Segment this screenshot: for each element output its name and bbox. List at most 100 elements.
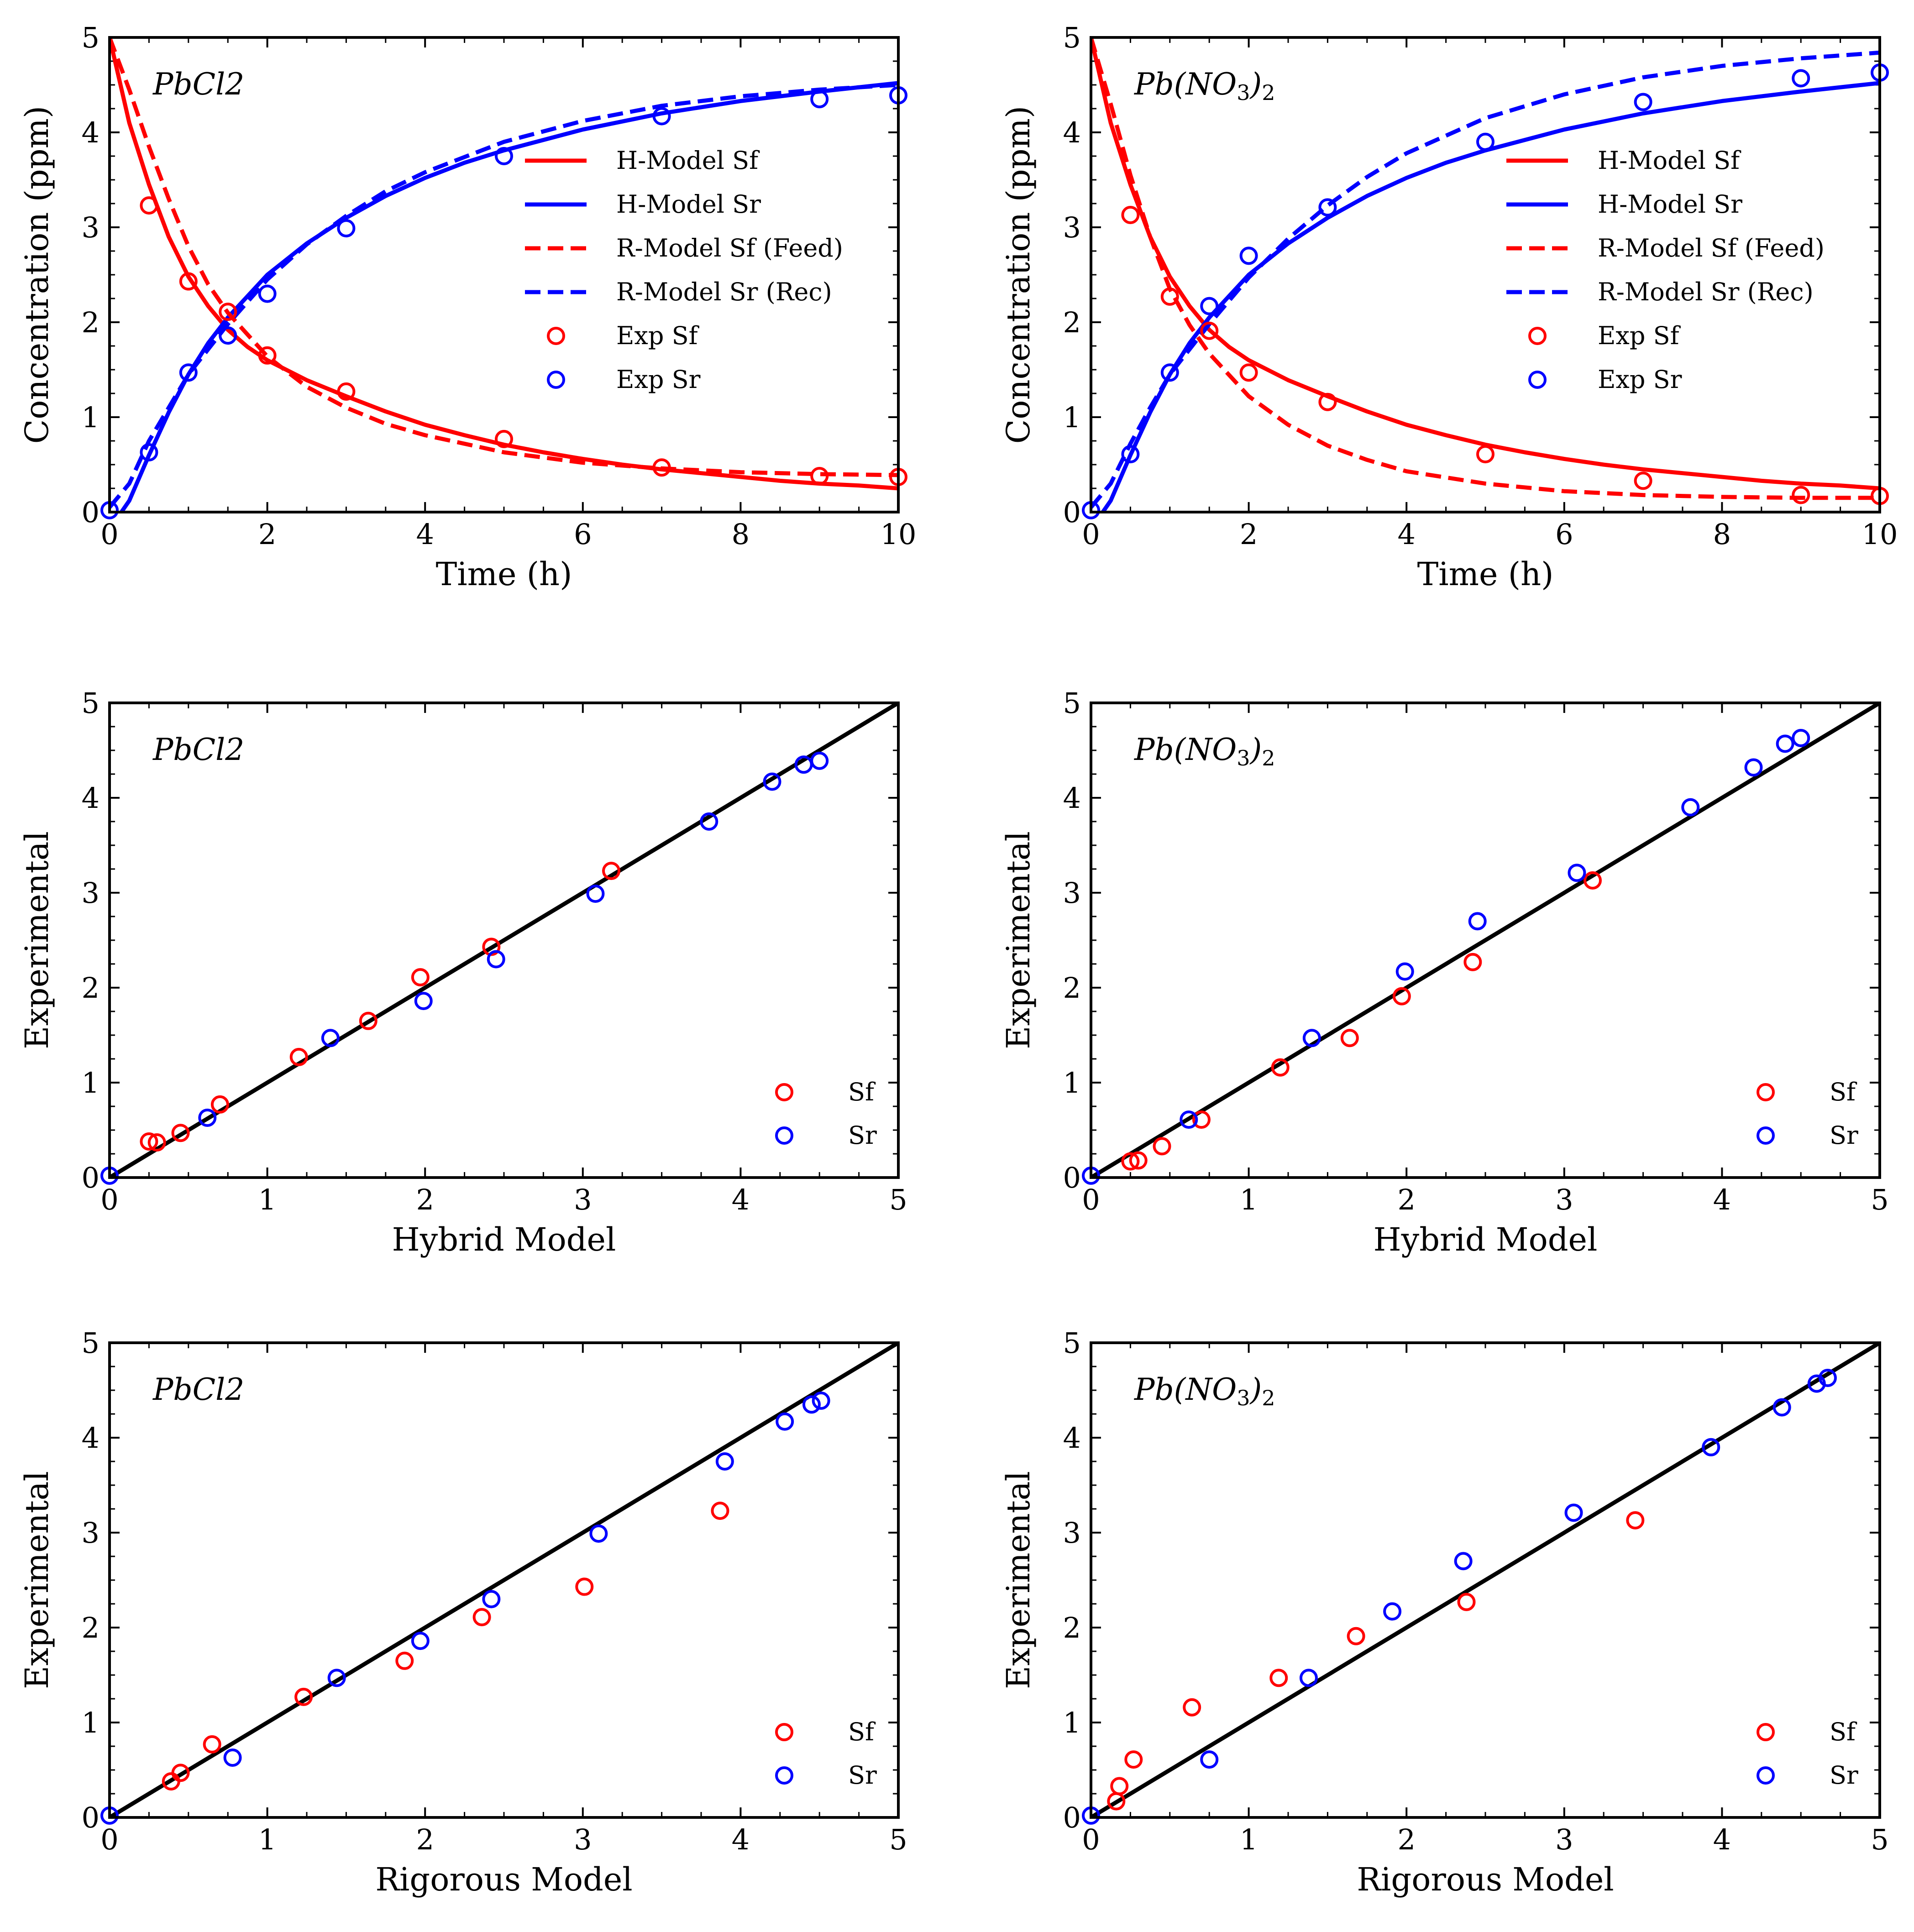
x-tick-label: 0	[1082, 1183, 1100, 1216]
y-tick-label: 2	[1063, 306, 1081, 339]
legend-marker	[1757, 1723, 1775, 1741]
data-point-sr	[1454, 1552, 1473, 1571]
y-tick-label: 0	[82, 1801, 100, 1834]
chart-panel-pbcl2_time: 0 2 4 6 8 10 0 1 2 3 4 5 Time (h) Concentration (ppm)…	[18, 21, 916, 593]
x-tick-label: 6	[1555, 518, 1573, 551]
data-point-sf	[289, 1047, 308, 1066]
y-tick-label: 2	[82, 1611, 100, 1644]
legend-label: Sr	[1830, 1761, 1858, 1790]
data-point-exp-sf	[1318, 393, 1337, 411]
legend-label: Sr	[1830, 1121, 1858, 1150]
data-point-exp-sf	[219, 303, 237, 321]
legend-marker	[775, 1766, 793, 1785]
x-tick-label: 8	[1713, 518, 1731, 551]
parity-line	[1091, 703, 1880, 1178]
data-point-sf	[203, 1735, 221, 1754]
x-tick-label: 6	[574, 518, 592, 551]
data-point-exp-sr	[1792, 69, 1810, 88]
legend-marker	[775, 1083, 793, 1101]
legend-marker	[547, 371, 565, 389]
y-axis-label: Experimental	[1000, 1471, 1037, 1689]
data-point-sr	[763, 772, 781, 791]
plot-area	[110, 703, 898, 1178]
data-point-exp-sf	[1476, 445, 1494, 464]
data-point-sr	[1564, 1503, 1583, 1522]
data-point-exp-sf	[140, 196, 158, 215]
y-axis-label: Experimental	[18, 1471, 56, 1689]
y-tick-label: 3	[1063, 1516, 1081, 1550]
panel-title: Pb(NO3)2	[1134, 67, 1275, 105]
x-tick-label: 2	[416, 1823, 434, 1856]
plot-area	[110, 1343, 898, 1817]
data-point-sr	[321, 1029, 340, 1047]
x-tick-label: 0	[100, 1823, 118, 1856]
parity-line	[110, 1343, 898, 1817]
panel-title: PbCl2	[152, 1372, 244, 1407]
chart-panel-pbno3_rigorous: 0 1 2 3 4 5 0 1 2 3 4 5 Rigorous Model Experimental Pb…	[1000, 1326, 1889, 1898]
y-tick-label: 1	[82, 1706, 100, 1739]
legend-label: Sf	[848, 1078, 876, 1106]
legend-marker	[1528, 371, 1547, 389]
legend-label: Sf	[1830, 1078, 1857, 1106]
y-tick-label: 5	[82, 1326, 100, 1360]
x-tick-label: 4	[1713, 1823, 1731, 1856]
data-point-sr	[1468, 912, 1487, 931]
data-point-exp-sf	[1200, 321, 1219, 340]
legend-label: R-Model Sr (Rec)	[1598, 277, 1814, 306]
parity-line	[110, 703, 898, 1178]
x-tick-label: 5	[889, 1183, 907, 1216]
x-tick-label: 5	[889, 1823, 907, 1856]
x-axis-label: Time (h)	[1417, 555, 1554, 593]
legend-marker	[1757, 1126, 1775, 1145]
data-point-sf	[171, 1124, 190, 1142]
legend-label: Sr	[848, 1121, 877, 1150]
data-point-sr	[1744, 758, 1763, 777]
data-point-exp-sf	[495, 429, 513, 448]
x-axis-label: Time (h)	[436, 555, 572, 593]
plot-frame	[108, 1341, 900, 1819]
data-point-sf	[1271, 1058, 1290, 1077]
data-point-sr	[223, 1748, 242, 1767]
data-point-sr	[1818, 1368, 1837, 1387]
data-point-sr	[198, 1108, 217, 1127]
parity-line	[1091, 1343, 1880, 1817]
y-tick-label: 1	[1063, 1706, 1081, 1739]
x-tick-label: 4	[1397, 518, 1415, 551]
data-point-sf	[472, 1608, 491, 1627]
chart-panel-pbcl2_rigorous: 0 1 2 3 4 5 0 1 2 3 4 5 Rigorous Model Experimental Pb…	[18, 1326, 907, 1898]
data-point-exp-sr	[1160, 363, 1179, 382]
plot-area	[110, 37, 898, 512]
y-tick-label: 3	[82, 1516, 100, 1550]
legend-label: H-Model Sf	[616, 146, 760, 175]
y-tick-label: 5	[1063, 686, 1081, 720]
data-point-sr	[589, 1524, 608, 1543]
panel-title: Pb(NO3)2	[1134, 1372, 1275, 1410]
data-point-exp-sf	[337, 382, 356, 401]
data-point-sf	[140, 1132, 158, 1151]
data-point-sf	[1183, 1698, 1201, 1717]
y-tick-label: 4	[82, 1421, 100, 1455]
y-tick-label: 5	[1063, 1326, 1081, 1360]
data-point-exp-sf	[1792, 486, 1810, 504]
data-point-exp-sr	[258, 284, 277, 303]
plot-frame	[108, 702, 900, 1179]
x-tick-label: 3	[1555, 1183, 1573, 1216]
plot-frame	[1090, 36, 1881, 513]
data-point-sf	[1192, 1110, 1211, 1129]
y-tick-label: 1	[1063, 1066, 1081, 1100]
y-tick-label: 1	[82, 401, 100, 434]
legend-label: H-Model Sf	[1598, 146, 1741, 175]
legend-marker	[547, 327, 565, 345]
chart-panel-pbno3_hybrid: 0 1 2 3 4 5 0 1 2 3 4 5 Hybrid Model Experimental Pb(N…	[1000, 686, 1889, 1258]
chart-panel-pbno3_time: 0 2 4 6 8 10 0 1 2 3 4 5 Time (h) Concentration (ppm)…	[1000, 21, 1898, 593]
data-point-sr	[700, 812, 718, 831]
y-axis-label: Concentration (ppm)	[18, 106, 56, 444]
series-line-r-model-sr-rec-	[110, 83, 898, 509]
x-tick-label: 0	[1082, 1823, 1100, 1856]
data-point-sr	[1792, 728, 1810, 747]
data-point-exp-sr	[1318, 198, 1337, 217]
x-tick-label: 2	[1240, 518, 1258, 551]
series-line-h-model-sf	[1091, 37, 1880, 491]
y-axis-label: Concentration (ppm)	[1000, 106, 1037, 444]
data-point-exp-sr	[1121, 445, 1140, 464]
